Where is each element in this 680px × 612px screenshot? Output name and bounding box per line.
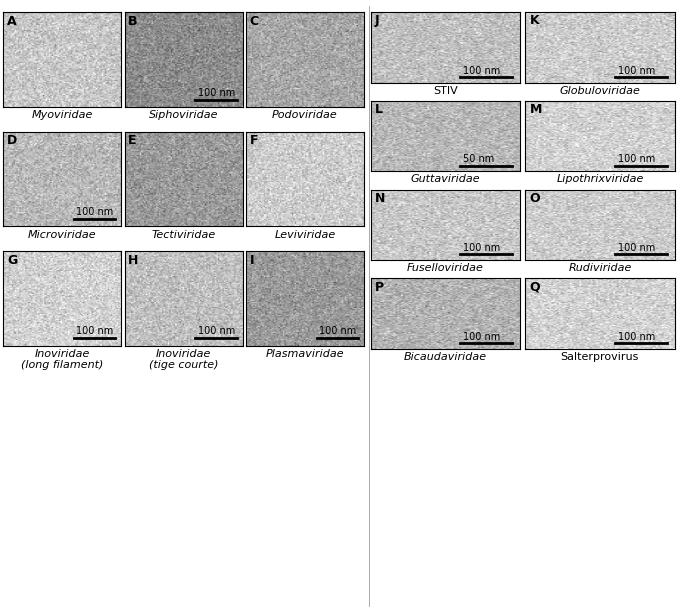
Text: Siphoviridae: Siphoviridae (149, 110, 218, 120)
Text: N: N (375, 192, 386, 205)
Text: Salterprovirus: Salterprovirus (561, 352, 639, 362)
Text: 100 nm: 100 nm (618, 154, 655, 164)
Text: Q: Q (530, 280, 541, 294)
Text: 100 nm: 100 nm (463, 243, 500, 253)
Text: P: P (375, 280, 384, 294)
Text: Fuselloviridae: Fuselloviridae (407, 263, 483, 273)
Text: Globuloviridae: Globuloviridae (560, 86, 641, 95)
Text: H: H (129, 254, 139, 267)
Text: 50 nm: 50 nm (463, 154, 494, 164)
Text: 100 nm: 100 nm (319, 326, 356, 337)
Text: Bicaudaviridae: Bicaudaviridae (404, 352, 487, 362)
Text: 100 nm: 100 nm (618, 243, 655, 253)
Text: K: K (530, 14, 539, 28)
Text: F: F (250, 135, 258, 147)
Text: 100 nm: 100 nm (198, 326, 235, 337)
Text: L: L (375, 103, 383, 116)
Text: B: B (129, 15, 138, 28)
Text: A: A (7, 15, 16, 28)
Text: Podoviridae: Podoviridae (272, 110, 338, 120)
Text: J: J (375, 14, 379, 28)
Text: Guttaviridae: Guttaviridae (411, 174, 480, 184)
Text: Plasmaviridae: Plasmaviridae (266, 349, 344, 359)
Text: Microviridae: Microviridae (28, 230, 97, 239)
Text: D: D (7, 135, 17, 147)
Text: 100 nm: 100 nm (76, 326, 114, 337)
Text: Rudiviridae: Rudiviridae (568, 263, 632, 273)
Text: Myoviridae: Myoviridae (32, 110, 93, 120)
Text: 100 nm: 100 nm (463, 332, 500, 341)
Text: 100 nm: 100 nm (618, 332, 655, 341)
Text: C: C (250, 15, 258, 28)
Text: Leviviridae: Leviviridae (274, 230, 335, 239)
Text: 100 nm: 100 nm (618, 65, 655, 75)
Text: M: M (530, 103, 542, 116)
Text: Inoviridae
(tige courte): Inoviridae (tige courte) (149, 349, 218, 370)
Text: 100 nm: 100 nm (198, 88, 235, 97)
Text: Tectiviridae: Tectiviridae (152, 230, 216, 239)
Text: STIV: STIV (433, 86, 458, 95)
Text: Inoviridae
(long filament): Inoviridae (long filament) (21, 349, 103, 370)
Text: 100 nm: 100 nm (76, 207, 114, 217)
Text: I: I (250, 254, 254, 267)
Text: O: O (530, 192, 541, 205)
Text: E: E (129, 135, 137, 147)
Text: Lipothrixviridae: Lipothrixviridae (556, 174, 643, 184)
Text: G: G (7, 254, 17, 267)
Text: 100 nm: 100 nm (463, 65, 500, 75)
